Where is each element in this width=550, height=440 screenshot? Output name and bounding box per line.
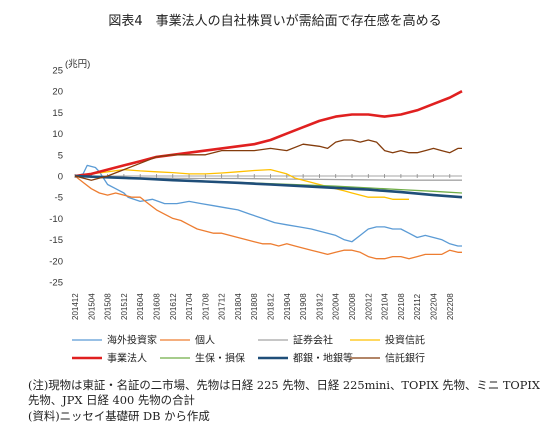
x-tick-label: 202004 — [332, 293, 341, 320]
y-axis-label: (兆円) — [65, 59, 90, 70]
legend-label: 生保・損保 — [195, 352, 245, 365]
legend-label: 個人 — [195, 334, 215, 347]
y-tick-label: 10 — [52, 129, 63, 140]
y-tick-label: -10 — [49, 214, 63, 225]
series-lines — [74, 90, 463, 260]
x-tick-label: 201504 — [87, 293, 96, 320]
x-tick-label: 202108 — [397, 293, 406, 320]
y-tick-label: 20 — [52, 87, 63, 98]
y-tick-label: -15 — [49, 235, 63, 246]
legend-label: 投資信託 — [385, 334, 425, 347]
x-tick-label: 202104 — [381, 293, 390, 320]
y-tick-label: 0 — [58, 172, 63, 183]
x-tick-label: 201708 — [201, 293, 210, 320]
series-line-2 — [74, 175, 462, 260]
series-line-8 — [74, 139, 462, 181]
x-tick-label: 201912 — [315, 293, 324, 320]
x-tick-label: 201712 — [218, 293, 227, 320]
y-tick-label: 25 — [52, 66, 63, 77]
x-tick-label: 201804 — [234, 293, 243, 320]
x-tick-label: 201612 — [169, 293, 178, 320]
x-tick-label: 201704 — [185, 293, 194, 320]
y-tick-label: 5 — [58, 150, 63, 161]
y-tick-label: 15 — [52, 108, 63, 119]
x-tick-label: 201608 — [152, 293, 161, 320]
series-line-4 — [74, 168, 409, 200]
x-axis-ticks: 201412 201504 201508 201512 201604 201608 2016… — [71, 174, 455, 320]
series-line-7 — [74, 174, 463, 199]
x-tick-label: 201512 — [120, 293, 129, 320]
x-tick-label: 201808 — [250, 293, 259, 320]
note-text: (注)現物は東証・名証の二市場、先物は日経 225 先物、日経 225mini、… — [28, 378, 541, 407]
y-tick-label: -5 — [55, 193, 63, 204]
legend-label: 海外投資家 — [107, 334, 157, 347]
figure-title: 図表4 事業法人の自社株買いが需給面で存在感を高める — [108, 14, 442, 29]
x-tick-label: 202012 — [364, 293, 373, 320]
x-tick-label: 201908 — [299, 293, 308, 320]
x-tick-label: 201604 — [136, 293, 145, 320]
x-tick-label: 201904 — [283, 293, 292, 320]
series-line-5 — [74, 90, 463, 178]
x-tick-label: 202008 — [348, 293, 357, 320]
x-tick-label: 202208 — [446, 293, 455, 320]
x-tick-label: 201812 — [267, 293, 276, 320]
legend-label: 信託銀行 — [385, 352, 425, 365]
x-tick-label: 201412 — [71, 293, 80, 320]
source-text: (資料)ニッセイ基礎研 DB から作成 — [28, 409, 210, 423]
x-tick-label: 202204 — [429, 293, 438, 320]
y-axis-ticks: 25 20 15 10 5 0 -5 -10 -15 -20 -25 — [49, 66, 63, 289]
legend-label: 都銀・地銀等 — [293, 352, 353, 365]
x-tick-label: 202112 — [413, 293, 422, 320]
series-line-1 — [74, 164, 462, 247]
legend-label: 証券会社 — [293, 334, 333, 347]
legend-label: 事業法人 — [107, 352, 147, 365]
line-chart: 25 20 15 10 5 0 -5 -10 -15 -20 -25 (兆円) 201412 2015… — [49, 59, 463, 365]
y-tick-label: -20 — [49, 256, 63, 267]
x-tick-label: 201508 — [104, 293, 113, 320]
y-tick-label: -25 — [49, 278, 63, 289]
